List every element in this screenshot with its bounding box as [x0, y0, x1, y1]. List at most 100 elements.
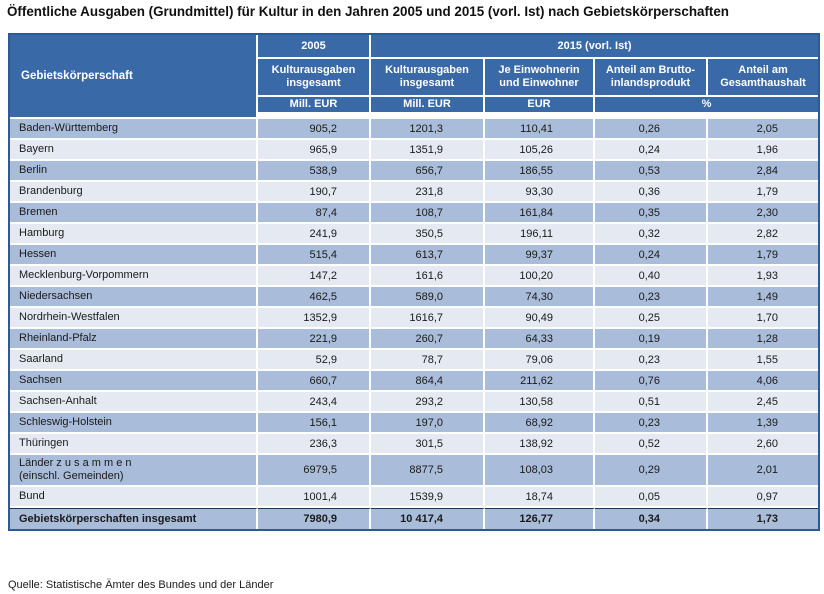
cell-value: 350,5	[371, 224, 485, 245]
cell-value: 0,36	[595, 182, 708, 203]
row-label: Thüringen	[10, 434, 258, 455]
cell-value: 0,40	[595, 266, 708, 287]
column-header-kulturausgaben-2005: Kulturausgaben insgesamt	[258, 59, 371, 97]
cell-value: 105,26	[485, 140, 595, 161]
table-row: Hessen 515,4 613,7 99,37 0,24 1,79	[10, 245, 819, 266]
table-row: Hamburg 241,9 350,5 196,11 0,32 2,82	[10, 224, 819, 245]
cell-value: 0,32	[595, 224, 708, 245]
cell-value: 656,7	[371, 161, 485, 182]
row-label: Bund	[10, 487, 258, 508]
cell-value: 64,33	[485, 329, 595, 350]
year-header-2015: 2015 (vorl. Ist)	[371, 35, 819, 59]
cell-value: 462,5	[258, 287, 371, 308]
cell-value: 515,4	[258, 245, 371, 266]
cell-value: 0,76	[595, 371, 708, 392]
cell-value: 1,73	[708, 508, 819, 529]
cell-value: 1539,9	[371, 487, 485, 508]
cell-value: 138,92	[485, 434, 595, 455]
row-label: Länder z u s a m m e n (einschl. Gemeinde…	[10, 455, 258, 487]
cell-value: 2,82	[708, 224, 819, 245]
cell-value: 1352,9	[258, 308, 371, 329]
cell-value: 1,49	[708, 287, 819, 308]
row-label-line2: (einschl. Gemeinden)	[19, 470, 124, 482]
row-label: Schleswig-Holstein	[10, 413, 258, 434]
cell-value: 18,74	[485, 487, 595, 508]
cell-value: 8877,5	[371, 455, 485, 487]
row-label: Sachsen	[10, 371, 258, 392]
cell-value: 0,52	[595, 434, 708, 455]
cell-value: 1001,4	[258, 487, 371, 508]
table-row: Niedersachsen 462,5 589,0 74,30 0,23 1,49	[10, 287, 819, 308]
table-row: Bund 1001,4 1539,9 18,74 0,05 0,97	[10, 487, 819, 508]
cell-value: 79,06	[485, 350, 595, 371]
cell-value: 186,55	[485, 161, 595, 182]
cell-value: 6979,5	[258, 455, 371, 487]
cell-value: 0,35	[595, 203, 708, 224]
cell-value: 0,24	[595, 140, 708, 161]
cell-value: 236,3	[258, 434, 371, 455]
cell-value: 613,7	[371, 245, 485, 266]
cell-value: 965,9	[258, 140, 371, 161]
cell-value: 87,4	[258, 203, 371, 224]
row-label: Sachsen-Anhalt	[10, 392, 258, 413]
cell-value: 93,30	[485, 182, 595, 203]
table-row: Baden-Württemberg 905,2 1201,3 110,41 0,26 2,…	[10, 119, 819, 140]
cell-value: 1616,7	[371, 308, 485, 329]
table-row: Mecklenburg-Vorpommern 147,2 161,6 100,20 0,…	[10, 266, 819, 287]
cell-value: 1,79	[708, 245, 819, 266]
row-label: Niedersachsen	[10, 287, 258, 308]
cell-value: 0,23	[595, 350, 708, 371]
row-label-line1: Länder z u s a m m e n	[19, 457, 132, 469]
cell-value: 1351,9	[371, 140, 485, 161]
cell-value: 905,2	[258, 119, 371, 140]
cell-value: 0,23	[595, 413, 708, 434]
table-row: Gebietskörperschaften insgesamt 7980,9 10 …	[10, 508, 819, 529]
row-label: Nordrhein-Westfalen	[10, 308, 258, 329]
cell-value: 0,97	[708, 487, 819, 508]
cell-value: 130,58	[485, 392, 595, 413]
table-row: Brandenburg 190,7 231,8 93,30 0,36 1,79	[10, 182, 819, 203]
table-row: Bremen 87,4 108,7 161,84 0,35 2,30	[10, 203, 819, 224]
row-label: Gebietskörperschaften insgesamt	[10, 508, 258, 529]
table-row: Sachsen-Anhalt 243,4 293,2 130,58 0,51 2,45	[10, 392, 819, 413]
cell-value: 538,9	[258, 161, 371, 182]
table-row: Nordrhein-Westfalen 1352,9 1616,7 90,49 0,25…	[10, 308, 819, 329]
unit-header-row: Mill. EUR Mill. EUR EUR %	[10, 97, 819, 119]
measure-header-row: Kulturausgaben insgesamt Kulturausgaben …	[10, 59, 819, 97]
cell-value: 0,51	[595, 392, 708, 413]
cell-value: 4,06	[708, 371, 819, 392]
cell-value: 2,45	[708, 392, 819, 413]
cell-value: 1,93	[708, 266, 819, 287]
row-label: Hamburg	[10, 224, 258, 245]
cell-value: 2,05	[708, 119, 819, 140]
row-label: Saarland	[10, 350, 258, 371]
statistics-table-container: Gebietskörperschaft 2005 2015 (vorl. Ist…	[8, 33, 820, 531]
table-row: Sachsen 660,7 864,4 211,62 0,76 4,06	[10, 371, 819, 392]
cell-value: 864,4	[371, 371, 485, 392]
cell-value: 2,60	[708, 434, 819, 455]
cell-value: 0,05	[595, 487, 708, 508]
cell-value: 293,2	[371, 392, 485, 413]
table-row: Schleswig-Holstein 156,1 197,0 68,92 0,23 1,3…	[10, 413, 819, 434]
cell-value: 2,01	[708, 455, 819, 487]
cell-value: 0,26	[595, 119, 708, 140]
table-row: Thüringen 236,3 301,5 138,92 0,52 2,60	[10, 434, 819, 455]
column-header-anteil-gesamthaushalt: Anteil am Gesamthaushalt	[708, 59, 819, 97]
cell-value: 0,34	[595, 508, 708, 529]
cell-value: 1201,3	[371, 119, 485, 140]
row-label: Bayern	[10, 140, 258, 161]
unit-header-percent: %	[595, 97, 819, 119]
source-note: Quelle: Statistische Ämter des Bundes un…	[8, 579, 274, 591]
table-body: Baden-Württemberg 905,2 1201,3 110,41 0,26 2,…	[10, 119, 819, 529]
cell-value: 241,9	[258, 224, 371, 245]
cell-value: 221,9	[258, 329, 371, 350]
row-label: Hessen	[10, 245, 258, 266]
row-label: Berlin	[10, 161, 258, 182]
cell-value: 161,84	[485, 203, 595, 224]
cell-value: 260,7	[371, 329, 485, 350]
row-label: Rheinland-Pfalz	[10, 329, 258, 350]
cell-value: 68,92	[485, 413, 595, 434]
cell-value: 100,20	[485, 266, 595, 287]
cell-value: 0,23	[595, 287, 708, 308]
row-label: Mecklenburg-Vorpommern	[10, 266, 258, 287]
